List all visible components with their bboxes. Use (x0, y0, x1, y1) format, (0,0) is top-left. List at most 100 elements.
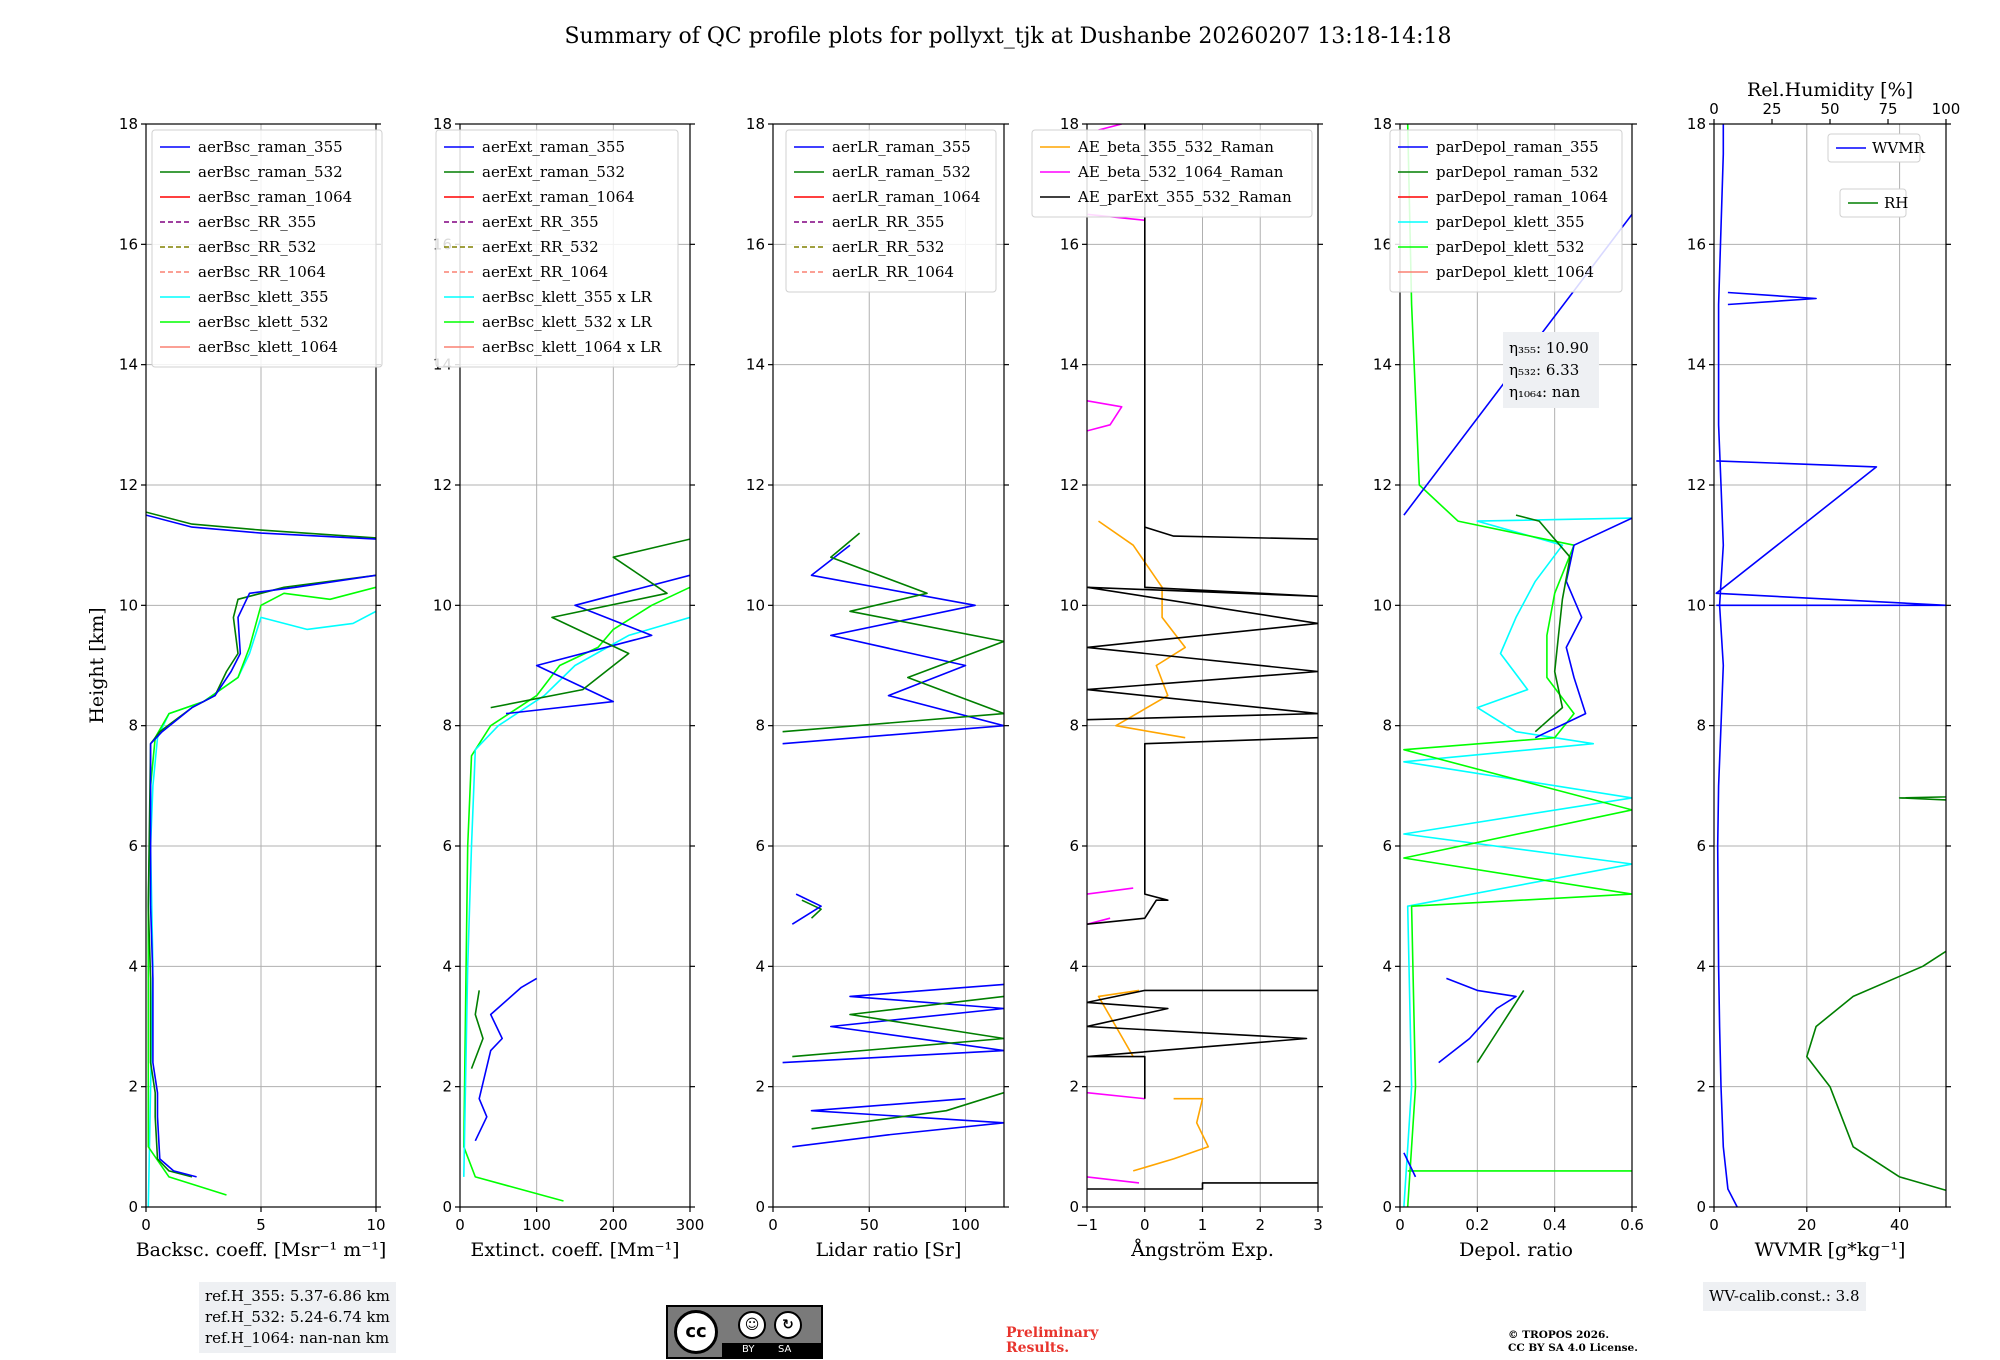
legend-label: parDepol_klett_532 (1436, 238, 1585, 256)
legend-label: parDepol_raman_355 (1436, 138, 1599, 156)
y-tick-label: 10 (1373, 596, 1392, 614)
series-aerLR_raman_532 (811, 1091, 1004, 1130)
legend-label: aerBsc_RR_532 (198, 238, 316, 256)
series-aerLR_raman_532 (801, 899, 822, 919)
y-tick-label: 12 (119, 476, 138, 494)
panel-lidar_ratio: 0 2 4 6 8 10 12 14 16 18 0 50 100 Lidar ratio [Sr] aer… (746, 115, 1009, 1261)
y-tick-label: 14 (119, 356, 138, 374)
x-axis-label: WVMR [g*kg⁻¹] (1755, 1239, 1906, 1261)
legend-label: aerBsc_klett_355 (198, 288, 329, 306)
x2-tick-label: 75 (1878, 100, 1897, 118)
legend-label: AE_beta_532_1064_Raman (1077, 163, 1284, 181)
y-tick-label: 12 (433, 476, 452, 494)
figure-title: Summary of QC profile plots for pollyxt_… (564, 24, 1451, 49)
series-aerLR_raman_355 (782, 983, 1004, 1064)
legend: aerBsc_raman_355 aerBsc_raman_532 aerBsc_r… (151, 129, 383, 368)
x-tick-label: 3 (1313, 1216, 1323, 1234)
ref-height-532: ref.H_532: 5.24-6.74 km (205, 1308, 390, 1326)
series-group (462, 538, 690, 1202)
series-aerExt_raman_355 (505, 574, 690, 715)
series-aerLR_raman_532 (782, 532, 1004, 733)
legend-label: aerLR_raman_1064 (832, 188, 980, 206)
x-tick-label: 0 (1709, 1216, 1719, 1234)
x2-tick-label: 50 (1820, 100, 1839, 118)
y-tick-label: 4 (442, 957, 452, 975)
y-tick-label: 18 (119, 115, 138, 133)
y-tick-label: 12 (1687, 476, 1706, 494)
legend-label: aerBsc_raman_1064 (198, 188, 352, 206)
legend-label: aerBsc_klett_1064 x LR (482, 338, 662, 356)
x2-tick-label: 100 (1932, 100, 1961, 118)
legend-label: parDepol_klett_355 (1436, 213, 1585, 231)
legend-label: aerBsc_klett_355 x LR (482, 288, 653, 306)
panel-extinction: 0246810121416180100200300Extinct. coeff.… (433, 115, 704, 1261)
legend-label: AE_parExt_355_532_Raman (1077, 188, 1292, 206)
series-aerLR_raman_355 (791, 893, 822, 925)
y-tick-label: 6 (1069, 837, 1079, 855)
legend-label: aerExt_raman_1064 (482, 188, 635, 206)
y-tick-label: 8 (755, 717, 765, 735)
x-tick-label: 1 (1198, 1216, 1208, 1234)
legend-label: AE_beta_355_532_Raman (1077, 138, 1274, 156)
annotation-eta532: η₅₃₂: 6.33 (1509, 361, 1579, 379)
axes-frame (1713, 123, 1947, 1208)
x-tick-label: −1 (1076, 1216, 1098, 1234)
y-tick-label: 0 (1696, 1198, 1706, 1216)
y-tick-label: 4 (1696, 957, 1706, 975)
x-tick-label: 0.4 (1543, 1216, 1567, 1234)
wv-calibration-constant: WV-calib.const.: 3.8 (1709, 1287, 1860, 1305)
y-tick-label: 0 (442, 1198, 452, 1216)
annotation-box (1503, 332, 1599, 408)
y-tick-label: 18 (1687, 115, 1706, 133)
series-AE_beta_355_532_Raman (1132, 1097, 1210, 1172)
y-tick-label: 4 (128, 957, 138, 975)
legend-label: aerExt_raman_355 (482, 138, 625, 156)
series-AE_beta_532_1064_Raman (1087, 887, 1134, 895)
y-tick-label: 2 (755, 1078, 765, 1096)
eta-annotation: η₃₅₅: 10.90 η₅₃₂: 6.33 η₁₀₆₄: nan (1503, 332, 1599, 408)
y-tick-label: 0 (755, 1198, 765, 1216)
x-tick-label: 5 (256, 1216, 266, 1234)
series-group (146, 511, 376, 1207)
legend-label: aerBsc_klett_532 x LR (482, 313, 653, 331)
x-axis-label: Extinct. coeff. [Mm⁻¹] (470, 1239, 679, 1261)
legend: AE_beta_355_532_Raman AE_beta_532_1064_Ra… (1031, 129, 1313, 218)
series-aerBsc_klett_355 x LR (463, 616, 690, 1177)
x-tick-label: 2 (1255, 1216, 1265, 1234)
legend-label: aerBsc_klett_1064 (198, 338, 338, 356)
series-AE_beta_355_532_Raman (1097, 989, 1140, 1057)
axes-frame (1399, 123, 1633, 1208)
x-axis-label: Ångström Exp. (1130, 1239, 1274, 1261)
preliminary-line2: Results. (1006, 1340, 1070, 1356)
copyright-line1: © TROPOS 2026. (1508, 1329, 1610, 1341)
x-tick-label: 0.6 (1620, 1216, 1644, 1234)
series-AE_beta_532_1064_Raman (1087, 1176, 1140, 1184)
x-tick-label: 0 (1395, 1216, 1405, 1234)
series-AE_parExt_355_532_Raman (1087, 1182, 1318, 1190)
series-aerBsc_raman_532 (147, 574, 376, 1178)
x-tick-label: 10 (366, 1216, 385, 1234)
y-tick-label: 4 (1069, 957, 1079, 975)
y-tick-label: 2 (128, 1078, 138, 1096)
series-AE_parExt_355_532_Raman (1087, 989, 1318, 1099)
legend-box (1389, 129, 1623, 293)
legend: WVMR RH (1827, 133, 1926, 218)
series-aerLR_raman_355 (792, 1097, 1004, 1148)
y-tick-label: 14 (1687, 356, 1706, 374)
y-tick-label: 6 (1382, 837, 1392, 855)
y-tick-label: 8 (1696, 717, 1706, 735)
y-tick-label: 10 (1687, 596, 1706, 614)
y-tick-label: 6 (755, 837, 765, 855)
legend-label: aerBsc_raman_532 (198, 163, 343, 181)
y-tick-label: 16 (1060, 235, 1079, 253)
y-tick-label: 10 (433, 596, 452, 614)
series-aerBsc_raman_355 (149, 574, 376, 1178)
x-tick-label: 0 (768, 1216, 778, 1234)
legend-box (435, 129, 679, 368)
y-tick-label: 10 (746, 596, 765, 614)
legend-box (1031, 129, 1313, 218)
series-aerLR_raman_355 (782, 544, 1004, 745)
legend-box (151, 129, 383, 368)
y-tick-label: 0 (128, 1198, 138, 1216)
